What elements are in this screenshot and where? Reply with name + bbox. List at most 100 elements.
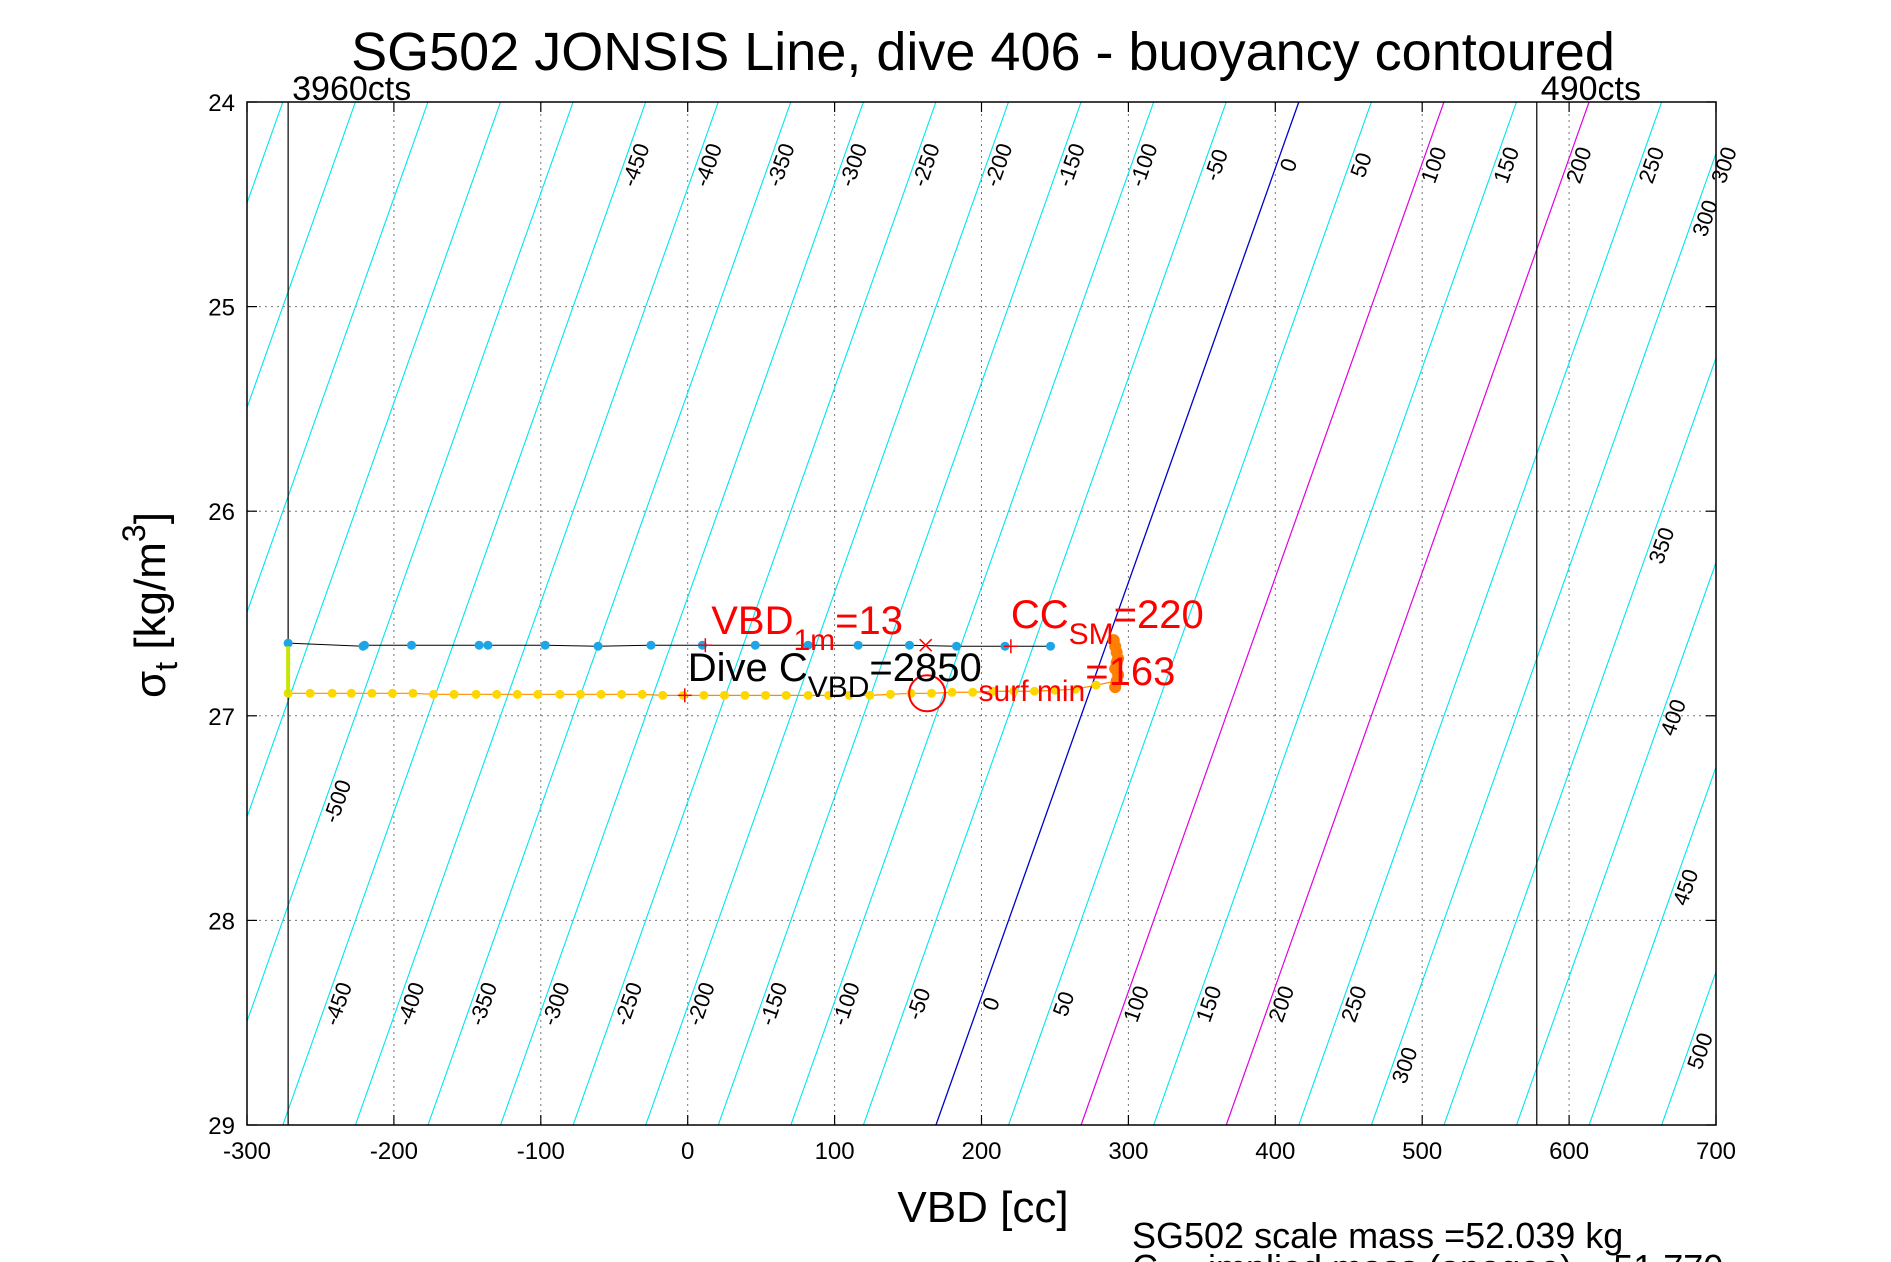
contour-line — [1080, 102, 1445, 1125]
data-point-climb — [1029, 686, 1039, 696]
contour-line — [1225, 102, 1590, 1125]
data-point-climb — [408, 688, 418, 698]
data-point-dive — [407, 640, 417, 650]
data-point-climb — [803, 690, 813, 700]
contour-line — [1515, 560, 1716, 1125]
annotation-value: =2850 — [869, 646, 981, 690]
data-point-dive — [853, 640, 863, 650]
y-axis-label-unit: [kg/m — [126, 542, 175, 662]
contour-line — [1443, 356, 1716, 1125]
buoyancy-contours — [247, 102, 1716, 1125]
x-tick-label: 600 — [1549, 1138, 1589, 1165]
data-point-climb — [1071, 684, 1081, 694]
contour-line — [282, 102, 647, 1125]
y-tick-label: 27 — [208, 704, 235, 731]
data-point-climb — [761, 690, 771, 700]
contour-line — [354, 102, 719, 1125]
contour-line — [1588, 765, 1716, 1125]
contour-line — [500, 102, 864, 1125]
y-axis-label-sigma: σ — [126, 671, 175, 698]
x-tick-label: -300 — [223, 1138, 271, 1165]
data-point-climb — [658, 690, 668, 700]
data-point-climb — [596, 689, 606, 699]
data-point-climb — [988, 686, 998, 696]
x-tick-label: -100 — [517, 1138, 565, 1165]
x-tick-label: 500 — [1402, 1138, 1442, 1165]
annotation: surf min=163 — [979, 650, 1176, 708]
contour-line — [247, 102, 574, 1024]
chart-title: SG502 JONSIS Line, dive 406 - buoyancy c… — [351, 22, 1615, 82]
y-axis-label-close: ] — [126, 512, 175, 524]
data-point-climb — [367, 688, 377, 698]
x-tick-label: 400 — [1255, 1138, 1295, 1165]
marker-circle — [908, 674, 947, 713]
data-point-climb — [575, 689, 585, 699]
data-point-climb — [617, 689, 627, 699]
annotation: Dive CVBD=2850 — [688, 646, 982, 704]
data-point-climb — [449, 689, 459, 699]
annotation-main: Dive C — [688, 646, 808, 690]
contour-line — [1370, 151, 1716, 1125]
y-axis-label-sup: 3 — [116, 524, 152, 542]
data-point-dive — [646, 640, 656, 650]
data-point-climb — [781, 690, 791, 700]
contour-line — [247, 102, 502, 819]
data-point-climb — [1091, 680, 1101, 690]
data-point-climb — [927, 688, 937, 698]
footer-implied-mass: C implied mass (apogee) = 51.770 — [1132, 1247, 1723, 1262]
contour-line — [645, 102, 1010, 1125]
annotation-main: CC — [1011, 593, 1069, 637]
data-point-climb — [906, 688, 916, 698]
data-point-dive — [952, 641, 962, 651]
y-tick-label: 28 — [208, 908, 235, 935]
annotation-sub: VBD — [808, 671, 870, 704]
data-point-dive — [540, 640, 550, 650]
data-point-dive — [483, 640, 493, 650]
data-point-climb — [327, 688, 337, 698]
data-point-climb — [740, 690, 750, 700]
data-point-climb — [533, 689, 543, 699]
x-tick-label: 100 — [815, 1138, 855, 1165]
data-point-climb — [719, 690, 729, 700]
contour-line — [862, 102, 1227, 1125]
data-point-climb — [947, 687, 957, 697]
axis-ticks: -300 -200 -100 0 100 200 300 400 500 600 700 24 25 26… — [208, 90, 1736, 1165]
data-point-climb — [512, 689, 522, 699]
data-point-dive — [474, 640, 484, 650]
data-point-dive — [750, 640, 760, 650]
data-point-climb — [346, 688, 356, 698]
data-point-climb — [699, 690, 709, 700]
annotation: CCSM=220 — [1011, 593, 1204, 651]
data-point-climb — [865, 690, 875, 700]
y-tick-label: 26 — [208, 499, 235, 526]
marker-x — [919, 638, 933, 652]
annotation-sub: 1m — [793, 624, 835, 657]
contour-line — [790, 102, 1155, 1125]
data-point-climb — [492, 689, 502, 699]
annotation-sub: surf min — [979, 675, 1086, 708]
data-point-dive — [360, 640, 370, 650]
data-series — [283, 634, 1125, 700]
data-point-climb — [1009, 686, 1019, 696]
data-point-climb — [555, 689, 565, 699]
contour-line — [1298, 102, 1663, 1125]
data-point-dive — [803, 640, 813, 650]
contour-line — [247, 102, 429, 614]
contour-line — [247, 102, 356, 410]
data-point-climb — [387, 688, 397, 698]
data-point-dive — [593, 641, 603, 651]
data-point-climb — [429, 689, 439, 699]
annotation: VBD1m=13 — [711, 599, 903, 657]
data-point-dive — [1046, 641, 1056, 651]
data-point-climb — [844, 690, 854, 700]
markers — [677, 638, 1018, 713]
annotation-value: =13 — [835, 599, 903, 643]
footer-scale-mass: SG502 scale mass =52.039 kg — [1132, 1215, 1623, 1256]
annotation-value: =163 — [1085, 650, 1175, 694]
x-tick-label: 700 — [1696, 1138, 1736, 1165]
data-point-climb — [1050, 685, 1060, 695]
data-point-apogee-surface — [1109, 681, 1122, 694]
annotation-value: =220 — [1114, 593, 1204, 637]
y-axis-label: σt [kg/m3] — [116, 512, 184, 698]
